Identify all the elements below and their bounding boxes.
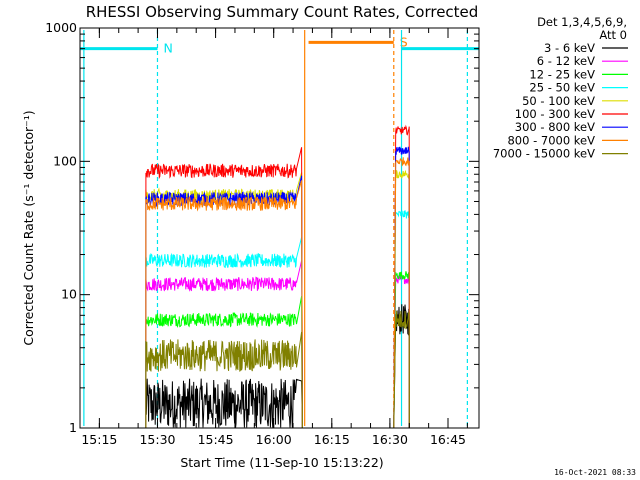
vertical-lines-layer <box>83 30 468 426</box>
footer-date: 16-Oct-2021 08:33 <box>554 468 636 477</box>
x-tick-label: 16:15 <box>314 432 350 447</box>
series-line-3-segment-2 <box>393 210 410 429</box>
series-line-0-segment-2 <box>393 304 410 429</box>
series-line-6 <box>145 175 303 429</box>
y-tick-label: 10 <box>61 287 77 302</box>
y-tick-label: 1000 <box>45 20 77 35</box>
series-layer <box>145 124 410 429</box>
y-tick-label: 100 <box>53 153 77 168</box>
x-tick-label: 16:45 <box>430 432 466 447</box>
series-line-8 <box>145 331 303 429</box>
chart-title: RHESSI Observing Summary Count Rates, Co… <box>86 3 479 21</box>
series-line-3 <box>145 237 303 429</box>
series-line-5-segment-2 <box>393 124 410 429</box>
legend-label-6: 300 - 800 keV <box>515 120 595 134</box>
legend-header-1: Det 1,3,4,5,6,9, <box>537 15 627 29</box>
legend-label-3: 25 - 50 keV <box>529 81 595 95</box>
series-line-4 <box>145 172 303 429</box>
series-line-2 <box>145 296 303 429</box>
plot-frame <box>79 27 480 429</box>
legend-label-1: 6 - 12 keV <box>537 54 595 68</box>
legend-label-8: 7000 - 15000 keV <box>493 147 595 161</box>
x-tick-label: 16:00 <box>256 432 292 447</box>
x-axis-label: Start Time (11-Sep-10 15:13:22) <box>180 455 383 470</box>
series-line-4-segment-2 <box>393 169 410 429</box>
axes-layer: 1 10 100 1000 15:15 15:30 15:45 16:00 16:15 16:30… <box>45 20 480 447</box>
legend-label-0: 3 - 6 keV <box>544 41 595 55</box>
series-line-8-segment-2 <box>393 310 410 429</box>
legend-header-2: Att 0 <box>599 28 627 42</box>
series-line-1 <box>145 260 303 429</box>
flag-label-S: S <box>400 34 408 49</box>
legend-label-4: 50 - 100 keV <box>522 94 595 108</box>
series-line-0 <box>145 378 303 429</box>
x-tick-label: 15:30 <box>139 432 175 447</box>
series-line-5 <box>145 147 303 429</box>
series-line-7 <box>145 180 303 429</box>
flag-label-N: N <box>163 41 172 56</box>
legend-label-5: 100 - 300 keV <box>515 107 595 121</box>
series-line-7-segment-2 <box>393 157 410 429</box>
series-line-2-segment-2 <box>393 271 410 429</box>
x-tick-label: 16:30 <box>372 432 408 447</box>
legend-label-7: 800 - 7000 keV <box>507 133 595 147</box>
x-tick-label: 15:45 <box>198 432 234 447</box>
legend-label-2: 12 - 25 keV <box>529 67 595 81</box>
x-tick-label: 15:15 <box>81 432 117 447</box>
series-line-6-segment-2 <box>393 146 410 429</box>
y-axis-label: Corrected Count Rate (s⁻¹ detector⁻¹) <box>21 110 36 345</box>
y-tick-label: 1 <box>69 420 77 435</box>
